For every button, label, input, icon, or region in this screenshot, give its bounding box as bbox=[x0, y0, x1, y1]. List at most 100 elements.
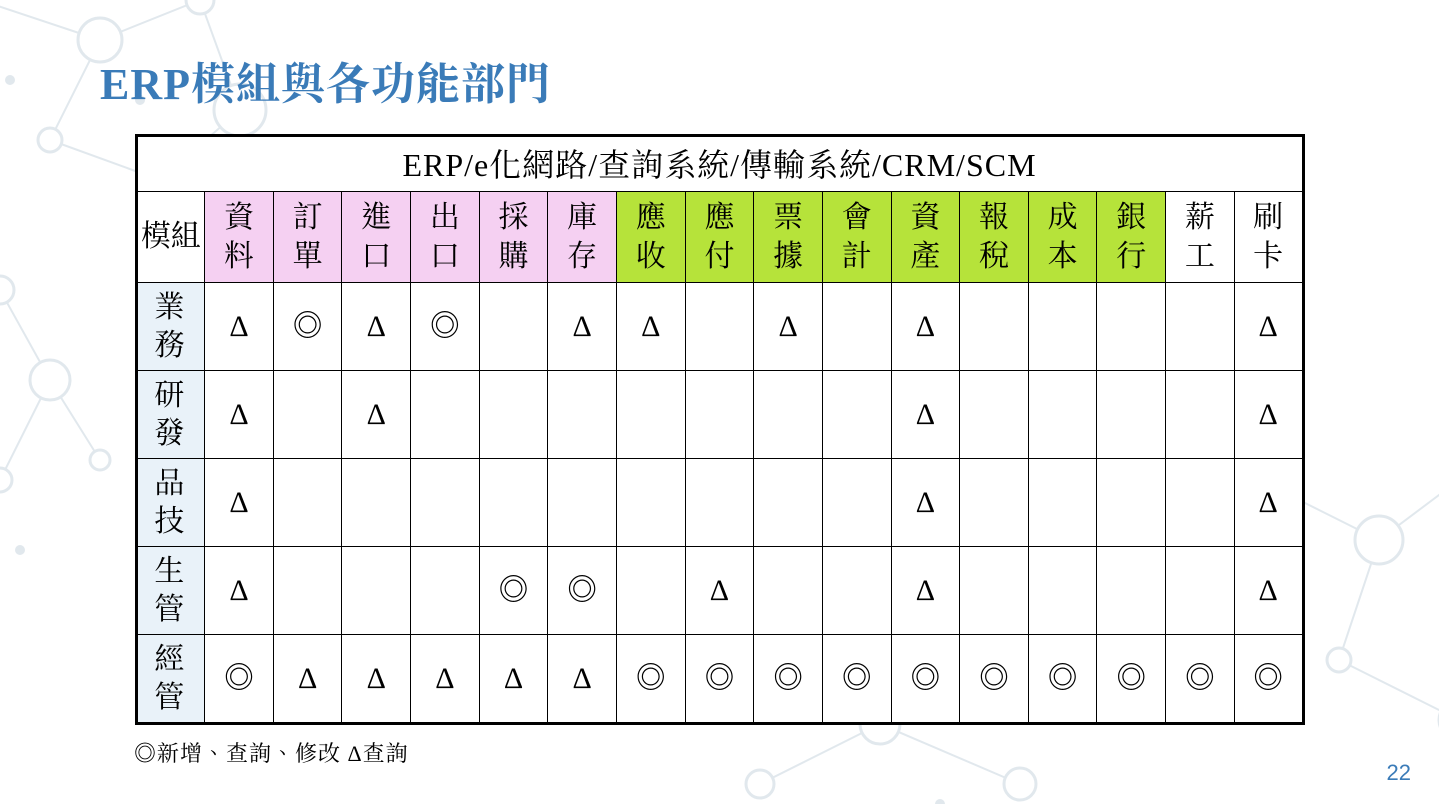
cell-3-10: Δ bbox=[891, 547, 960, 635]
cell-0-2: Δ bbox=[342, 283, 411, 371]
module-header-label: 報稅 bbox=[979, 198, 1009, 276]
table-row: 生管Δ◎◎ΔΔΔ bbox=[136, 547, 1303, 635]
cell-3-1 bbox=[273, 547, 342, 635]
module-header-4: 採購 bbox=[479, 192, 548, 283]
module-header-7: 應付 bbox=[685, 192, 754, 283]
module-header-label: 應付 bbox=[704, 198, 734, 276]
cell-3-14 bbox=[1166, 547, 1235, 635]
cell-2-2 bbox=[342, 459, 411, 547]
cell-1-4 bbox=[479, 371, 548, 459]
cell-2-0: Δ bbox=[205, 459, 274, 547]
cell-3-2 bbox=[342, 547, 411, 635]
cell-3-4: ◎ bbox=[479, 547, 548, 635]
cell-4-9: ◎ bbox=[822, 635, 891, 724]
cell-4-14: ◎ bbox=[1166, 635, 1235, 724]
cell-0-9 bbox=[822, 283, 891, 371]
module-header-label: 成本 bbox=[1048, 198, 1078, 276]
cell-2-5 bbox=[548, 459, 617, 547]
cell-2-8 bbox=[754, 459, 823, 547]
table-legend: ◎新增、查詢、修改 Δ查詢 bbox=[134, 737, 1339, 768]
module-header-label: 應收 bbox=[636, 198, 666, 276]
cell-0-11 bbox=[960, 283, 1029, 371]
cell-2-7 bbox=[685, 459, 754, 547]
cell-3-15: Δ bbox=[1234, 547, 1303, 635]
table-row: 品技ΔΔΔ bbox=[136, 459, 1303, 547]
cell-4-0: ◎ bbox=[205, 635, 274, 724]
cell-1-9 bbox=[822, 371, 891, 459]
module-header-label: 票據 bbox=[773, 198, 803, 276]
cell-3-3 bbox=[411, 547, 480, 635]
module-header-label: 薪工 bbox=[1185, 198, 1215, 276]
module-header-label: 資產 bbox=[910, 198, 940, 276]
cell-0-5: Δ bbox=[548, 283, 617, 371]
slide-title: ERP模組與各功能部門 bbox=[100, 48, 1339, 112]
cell-1-2: Δ bbox=[342, 371, 411, 459]
module-header-2: 進口 bbox=[342, 192, 411, 283]
cell-0-3: ◎ bbox=[411, 283, 480, 371]
cell-0-6: Δ bbox=[616, 283, 685, 371]
cell-2-12 bbox=[1028, 459, 1097, 547]
cell-3-13 bbox=[1097, 547, 1166, 635]
cell-2-4 bbox=[479, 459, 548, 547]
cell-4-12: ◎ bbox=[1028, 635, 1097, 724]
cell-1-11 bbox=[960, 371, 1029, 459]
cell-1-10: Δ bbox=[891, 371, 960, 459]
module-header-label: 採購 bbox=[499, 198, 529, 276]
cell-0-8: Δ bbox=[754, 283, 823, 371]
module-header-12: 成本 bbox=[1028, 192, 1097, 283]
row-label-2: 品技 bbox=[136, 459, 205, 547]
cell-1-15: Δ bbox=[1234, 371, 1303, 459]
cell-1-5 bbox=[548, 371, 617, 459]
cell-1-6 bbox=[616, 371, 685, 459]
cell-3-7: Δ bbox=[685, 547, 754, 635]
cell-4-1: Δ bbox=[273, 635, 342, 724]
module-header-label: 刷卡 bbox=[1253, 198, 1283, 276]
row-label-3: 生管 bbox=[136, 547, 205, 635]
cell-1-8 bbox=[754, 371, 823, 459]
cell-2-15: Δ bbox=[1234, 459, 1303, 547]
cell-4-4: Δ bbox=[479, 635, 548, 724]
module-header-8: 票據 bbox=[754, 192, 823, 283]
cell-4-11: ◎ bbox=[960, 635, 1029, 724]
module-header-14: 薪工 bbox=[1166, 192, 1235, 283]
page-number: 22 bbox=[1387, 760, 1411, 786]
cell-4-2: Δ bbox=[342, 635, 411, 724]
cell-2-6 bbox=[616, 459, 685, 547]
cell-3-9 bbox=[822, 547, 891, 635]
cell-2-11 bbox=[960, 459, 1029, 547]
module-header-label: 訂單 bbox=[293, 198, 323, 276]
cell-2-14 bbox=[1166, 459, 1235, 547]
cell-0-13 bbox=[1097, 283, 1166, 371]
cell-0-7 bbox=[685, 283, 754, 371]
cell-0-0: Δ bbox=[205, 283, 274, 371]
cell-3-8 bbox=[754, 547, 823, 635]
cell-0-14 bbox=[1166, 283, 1235, 371]
module-header-label: 會計 bbox=[842, 198, 872, 276]
module-header-9: 會計 bbox=[822, 192, 891, 283]
module-header-3: 出口 bbox=[411, 192, 480, 283]
module-header-label: 資料 bbox=[224, 198, 254, 276]
cell-0-4 bbox=[479, 283, 548, 371]
cell-4-3: Δ bbox=[411, 635, 480, 724]
module-header-0: 資料 bbox=[205, 192, 274, 283]
cell-3-0: Δ bbox=[205, 547, 274, 635]
module-header-1: 訂單 bbox=[273, 192, 342, 283]
table-row: 業務Δ◎Δ◎ΔΔΔΔΔ bbox=[136, 283, 1303, 371]
table-row: 研發ΔΔΔΔ bbox=[136, 371, 1303, 459]
module-header-13: 銀行 bbox=[1097, 192, 1166, 283]
cell-2-3 bbox=[411, 459, 480, 547]
cell-3-5: ◎ bbox=[548, 547, 617, 635]
cell-1-1 bbox=[273, 371, 342, 459]
cell-1-14 bbox=[1166, 371, 1235, 459]
module-header-label: 出口 bbox=[430, 198, 460, 276]
cell-4-5: Δ bbox=[548, 635, 617, 724]
cell-1-7 bbox=[685, 371, 754, 459]
module-header-6: 應收 bbox=[616, 192, 685, 283]
cell-4-13: ◎ bbox=[1097, 635, 1166, 724]
cell-4-15: ◎ bbox=[1234, 635, 1303, 724]
module-header-5: 庫存 bbox=[548, 192, 617, 283]
module-header-11: 報稅 bbox=[960, 192, 1029, 283]
erp-module-table: ERP/e化網路/查詢系統/傳輸系統/CRM/SCM 模組 資料訂單進口出口採購… bbox=[135, 134, 1305, 725]
cell-1-0: Δ bbox=[205, 371, 274, 459]
cell-1-3 bbox=[411, 371, 480, 459]
